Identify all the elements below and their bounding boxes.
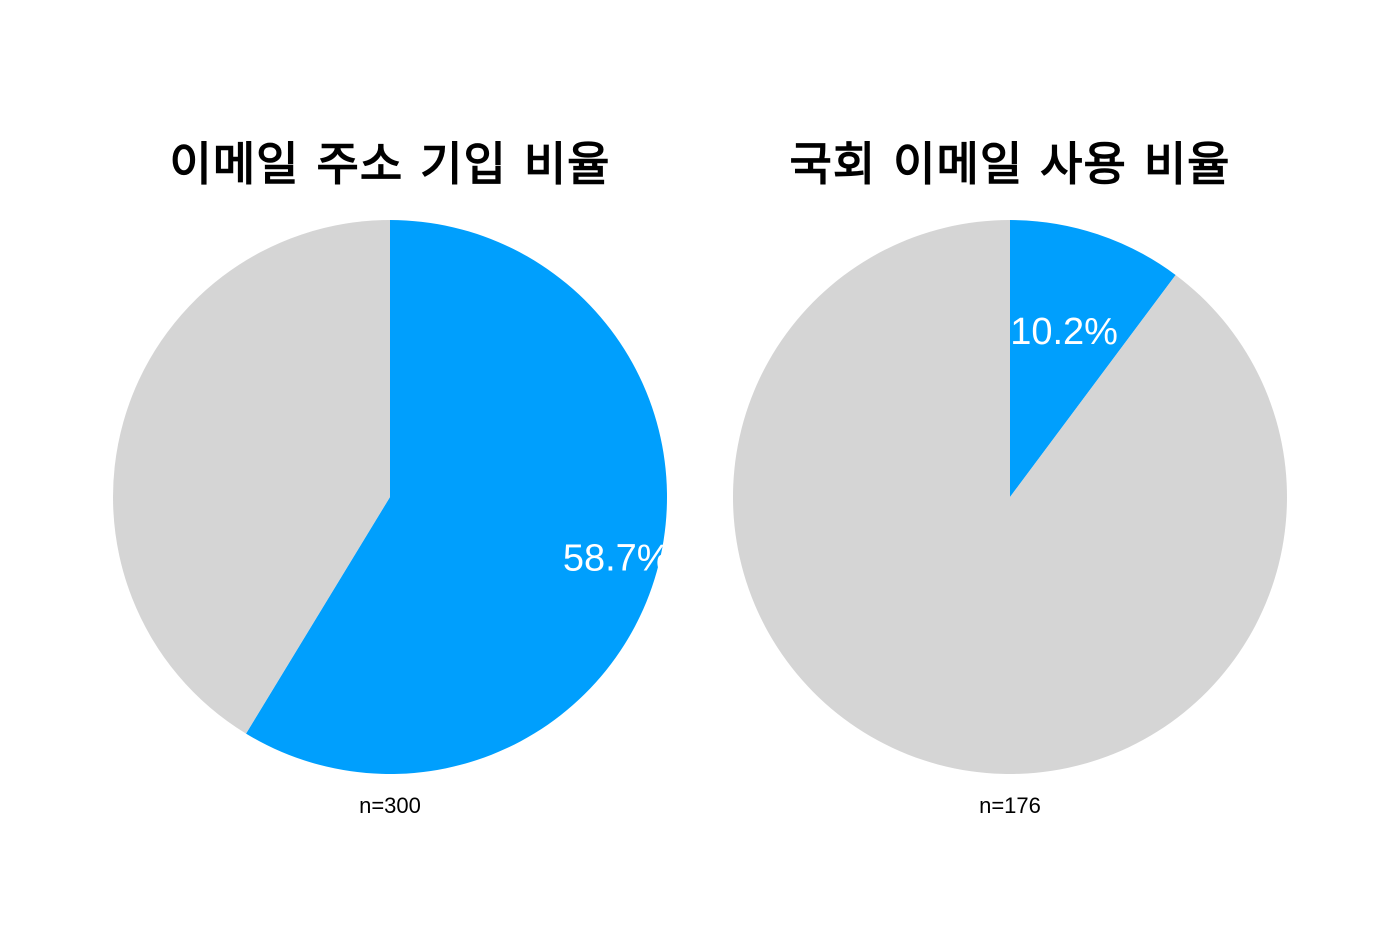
chart-panel-assembly-email: 국회 이메일 사용 비율 10.2% n=176	[620, 0, 1320, 941]
chart-title: 이메일 주소 기입 비율	[169, 137, 611, 191]
pie-chart: 58.7%	[113, 220, 671, 774]
sample-size-label: n=300	[359, 793, 421, 818]
chart-title: 국회 이메일 사용 비율	[789, 137, 1231, 191]
pie-slice-label: 58.7%	[563, 538, 671, 580]
pie-chart: 10.2%	[732, 219, 1287, 774]
pie-slice-0	[246, 220, 668, 774]
pie-slice-1	[113, 220, 390, 734]
sample-size-label: n=176	[979, 793, 1041, 818]
pie-slice-1	[732, 219, 1287, 774]
chart-panel-email-entry: 이메일 주소 기입 비율 58.7% n=300	[113, 137, 671, 818]
pie-slice-label: 10.2%	[1010, 311, 1118, 353]
pie-slice-0	[1010, 220, 1176, 497]
